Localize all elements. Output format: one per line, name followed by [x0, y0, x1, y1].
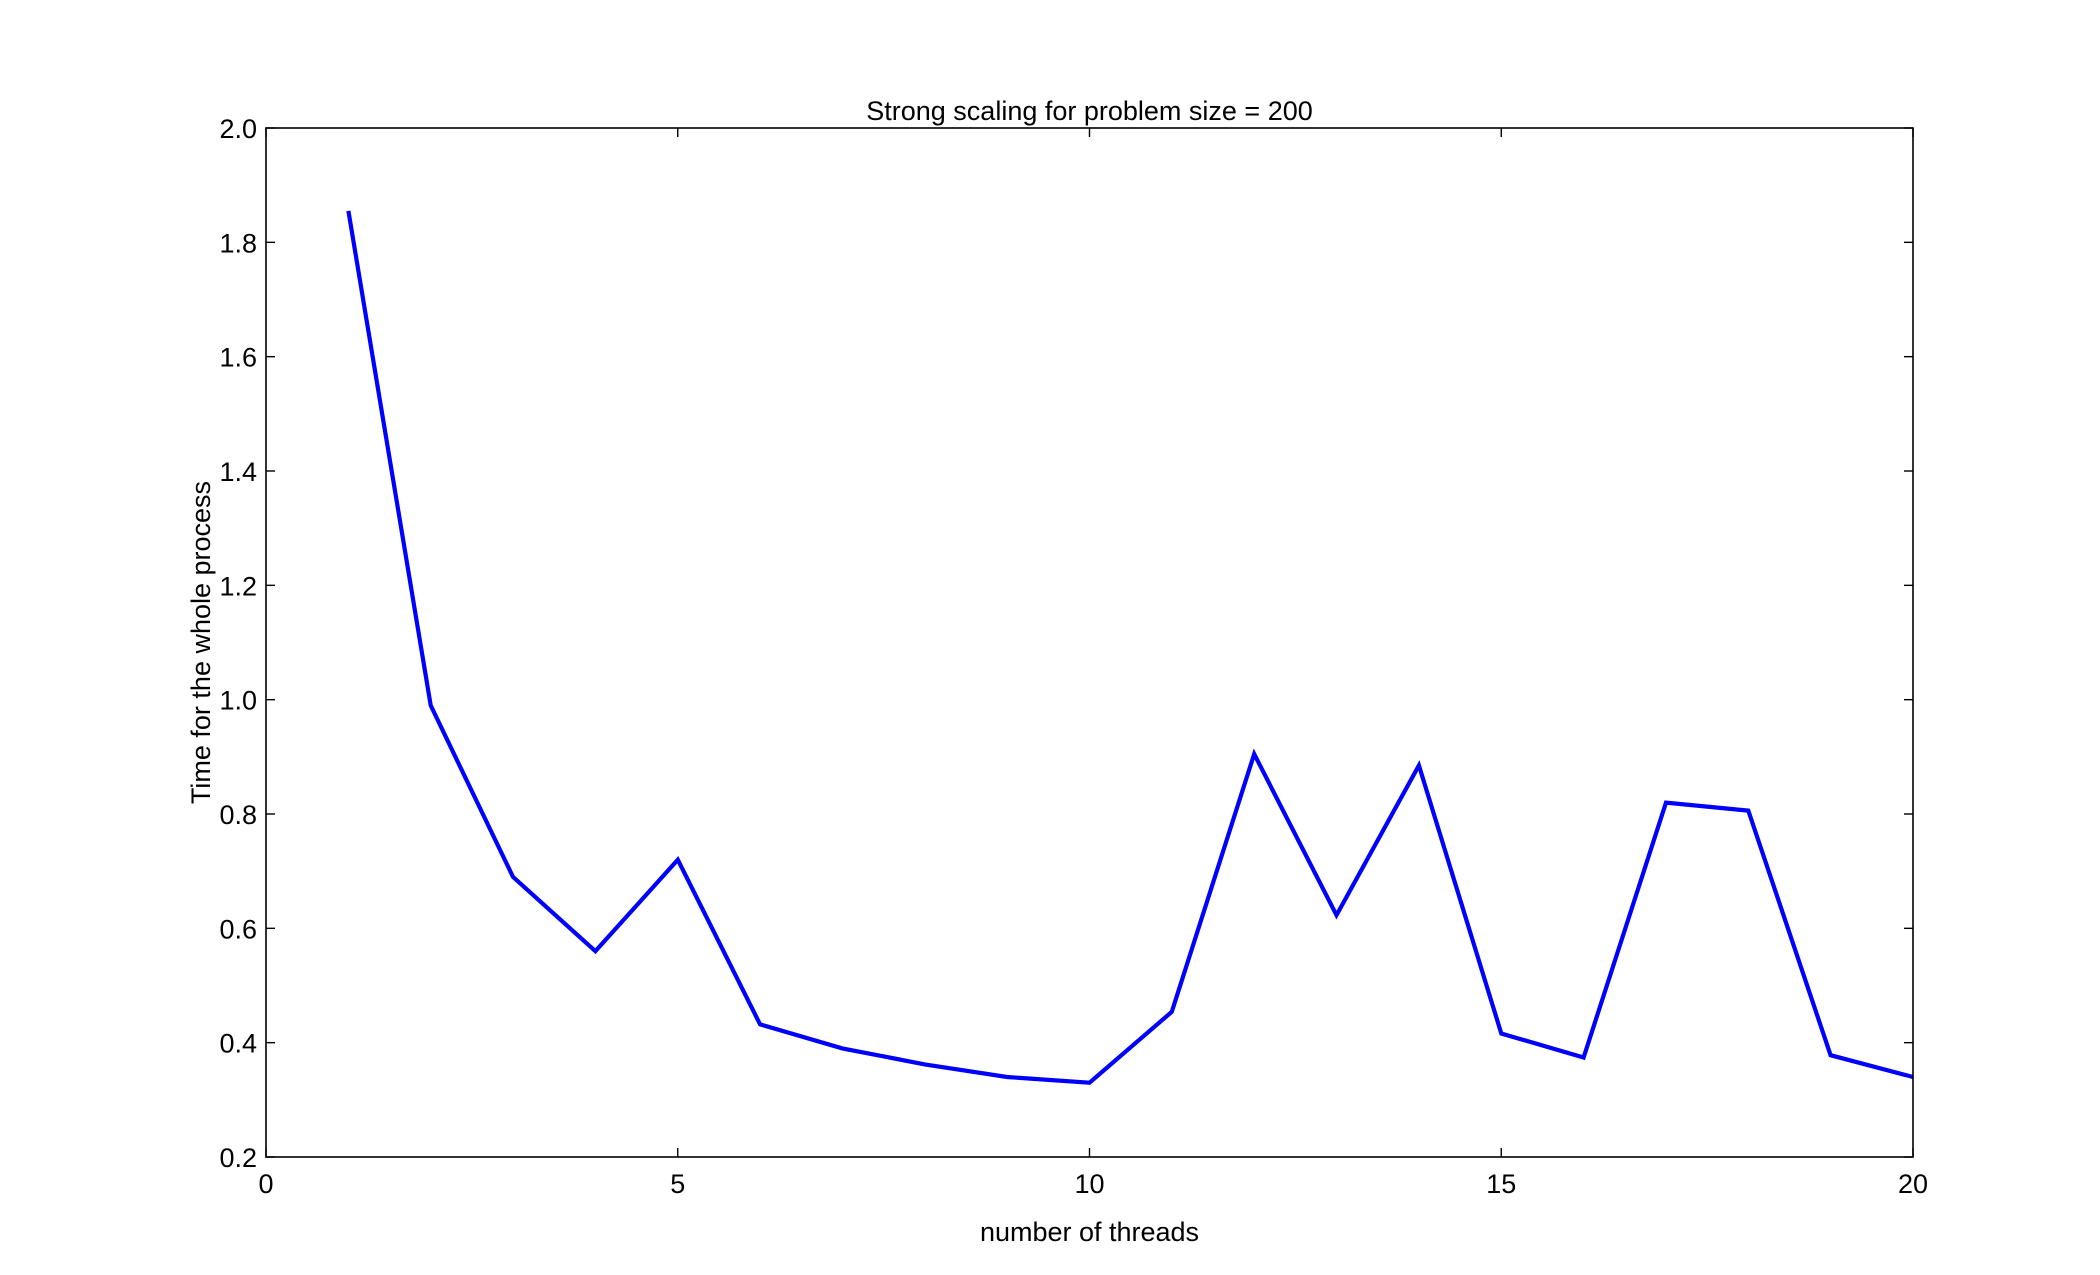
y-axis: 0.2 0.4 0.6 0.8 1.0 1.2 1.4 1.6 1.8 2.0	[219, 114, 1913, 1173]
y-tick-label: 1.6	[219, 343, 257, 373]
y-tick-label: 1.2	[219, 571, 257, 601]
y-tick-label: 1.4	[219, 457, 257, 487]
y-tick-label: 0.4	[219, 1029, 257, 1059]
y-tick-label: 1.0	[219, 686, 257, 716]
x-tick-label: 20	[1898, 1169, 1928, 1199]
y-tick-label: 0.2	[219, 1143, 257, 1173]
y-tick-label: 2.0	[219, 114, 257, 144]
x-tick-label: 15	[1486, 1169, 1516, 1199]
y-tick-label: 1.8	[219, 228, 257, 258]
x-tick-label: 10	[1074, 1169, 1104, 1199]
plot-frame	[265, 127, 1914, 1158]
y-axis-label: Time for the whole process	[186, 481, 216, 804]
y-tick-label: 0.6	[219, 914, 257, 944]
x-tick-label: 5	[670, 1169, 685, 1199]
x-axis-label: number of threads	[980, 1217, 1199, 1247]
series-layer	[346, 210, 1914, 1085]
y-tick-label: 0.8	[219, 800, 257, 830]
x-tick-label: 0	[258, 1169, 273, 1199]
series-line-time	[346, 210, 1914, 1085]
x-axis: 0 5 10 15 20	[258, 128, 1928, 1199]
chart-title: Strong scaling for problem size = 200	[866, 96, 1313, 126]
